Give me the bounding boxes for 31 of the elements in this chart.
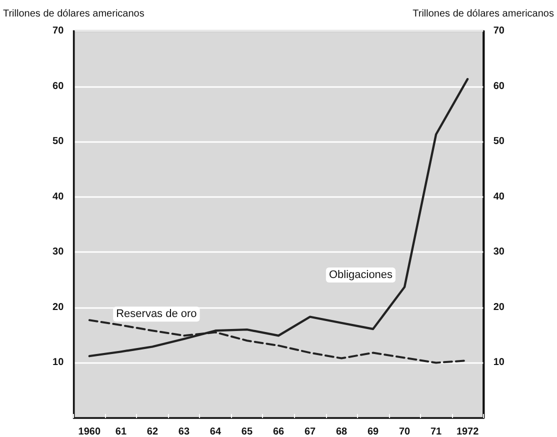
y2-tick-label: 40 [493, 191, 505, 202]
y2-tick-label: 20 [493, 302, 505, 313]
y-tick-label: 40 [52, 191, 64, 202]
series-label: Obligaciones [328, 268, 394, 281]
x-tick-label: 67 [304, 426, 316, 437]
x-tick-label: 61 [115, 426, 127, 437]
y-tick-label: 60 [52, 80, 64, 92]
y-tick-label: 70 [52, 26, 64, 36]
y2-tick-label: 30 [493, 246, 505, 258]
y2-tick-label: 50 [493, 136, 505, 148]
series-label: Reservas de oro [116, 308, 197, 320]
y-tick-label: 50 [52, 136, 64, 148]
x-tick-label: 65 [241, 426, 253, 437]
x-tick-label: 69 [367, 426, 380, 437]
y2-tick-label: 10 [493, 357, 505, 368]
x-tick-label: 63 [178, 426, 190, 437]
y-tick-label: 20 [52, 302, 64, 313]
x-tick-label: 62 [146, 426, 158, 437]
x-tick-label: 66 [272, 426, 284, 437]
x-tick-label: 1960 [78, 426, 101, 437]
y2-axis-title: Trillones de dólares americanos [412, 8, 554, 20]
x-tick-label: 64 [210, 426, 222, 437]
y-axis-title: Trillones de dólares americanos [2, 8, 144, 20]
x-tick-label: 71 [430, 426, 442, 437]
x-tick-label: 1972 [456, 426, 480, 437]
y-tick-label: 10 [52, 357, 64, 368]
y2-tick-label: 70 [493, 26, 505, 36]
y2-tick-label: 60 [493, 80, 505, 92]
x-tick-label: 68 [336, 426, 348, 437]
y-tick-label: 30 [52, 246, 64, 258]
x-tick-label: 70 [398, 426, 411, 437]
